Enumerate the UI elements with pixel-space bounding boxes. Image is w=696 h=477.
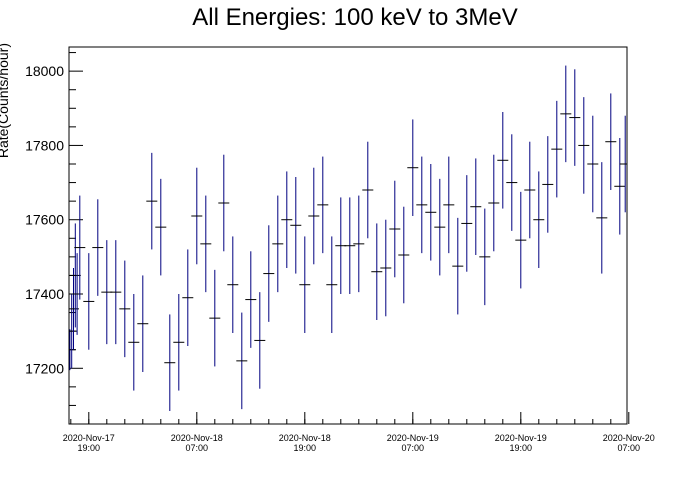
data-point bbox=[560, 65, 572, 163]
data-point bbox=[389, 180, 401, 278]
data-point bbox=[470, 158, 482, 255]
x-tick-time-label: 19:00 bbox=[78, 443, 101, 453]
data-point bbox=[173, 294, 185, 391]
data-point bbox=[290, 177, 302, 274]
data-point bbox=[371, 223, 383, 320]
data-point bbox=[92, 199, 104, 296]
x-tick-date-label: 2020-Nov-17 bbox=[63, 433, 115, 443]
data-point bbox=[155, 178, 167, 276]
data-point bbox=[614, 138, 626, 235]
data-point bbox=[506, 134, 518, 231]
x-tick-date-label: 2020-Nov-18 bbox=[171, 433, 223, 443]
data-point bbox=[245, 251, 257, 348]
x-tick-time-label: 07:00 bbox=[186, 443, 209, 453]
data-point bbox=[434, 178, 446, 276]
data-point bbox=[83, 253, 95, 350]
data-point bbox=[74, 195, 86, 300]
data-point bbox=[281, 171, 293, 268]
data-point bbox=[515, 191, 527, 289]
data-point bbox=[443, 156, 455, 254]
data-point bbox=[461, 175, 473, 272]
data-point bbox=[551, 100, 563, 198]
data-point bbox=[596, 162, 608, 274]
x-tick-date-label: 2020-Nov-18 bbox=[279, 433, 331, 443]
data-point bbox=[398, 206, 410, 304]
data-point bbox=[488, 154, 500, 252]
data-points bbox=[69, 65, 627, 411]
data-point bbox=[587, 115, 599, 213]
data-point bbox=[137, 275, 149, 372]
data-point bbox=[452, 217, 464, 315]
x-tick-date-label: 2020-Nov-20 bbox=[603, 433, 655, 443]
data-point bbox=[119, 260, 131, 358]
data-point bbox=[227, 236, 239, 333]
data-point bbox=[569, 69, 581, 166]
data-point bbox=[69, 223, 81, 328]
axis-ticks: 17200174001760017800180002020-Nov-1719:0… bbox=[25, 52, 655, 453]
data-point bbox=[200, 195, 212, 293]
data-point bbox=[71, 253, 83, 335]
y-tick-label: 17200 bbox=[25, 360, 64, 376]
y-tick-label: 17400 bbox=[25, 286, 64, 302]
x-tick-time-label: 19:00 bbox=[510, 443, 533, 453]
data-point bbox=[236, 312, 248, 410]
y-axis-label: Rate(Counts/hour) bbox=[0, 43, 11, 158]
data-point bbox=[344, 197, 356, 294]
data-point bbox=[542, 136, 554, 233]
chart-title: All Energies: 100 keV to 3MeV bbox=[192, 4, 518, 31]
data-point bbox=[317, 156, 329, 254]
data-point bbox=[218, 154, 230, 252]
x-tick-time-label: 07:00 bbox=[402, 443, 425, 453]
x-tick-time-label: 07:00 bbox=[618, 443, 641, 453]
data-point bbox=[362, 141, 374, 239]
data-point bbox=[164, 314, 176, 411]
data-point bbox=[299, 236, 311, 333]
data-point bbox=[497, 112, 509, 209]
data-point bbox=[326, 236, 338, 333]
data-point bbox=[272, 195, 284, 293]
data-point bbox=[524, 141, 536, 239]
data-point bbox=[209, 269, 221, 367]
y-tick-label: 18000 bbox=[25, 63, 64, 79]
data-point bbox=[416, 156, 428, 254]
data-point bbox=[263, 225, 275, 322]
data-point bbox=[353, 195, 365, 293]
data-point bbox=[407, 119, 419, 216]
data-point bbox=[380, 219, 392, 317]
y-tick-label: 17600 bbox=[25, 212, 64, 228]
data-point bbox=[182, 249, 194, 346]
y-tick-label: 17800 bbox=[25, 137, 64, 153]
data-point bbox=[110, 240, 122, 345]
data-point bbox=[605, 93, 617, 190]
data-point bbox=[425, 164, 437, 261]
x-tick-date-label: 2020-Nov-19 bbox=[495, 433, 547, 443]
data-point bbox=[619, 115, 627, 213]
data-point bbox=[533, 171, 545, 268]
data-point bbox=[308, 167, 320, 265]
data-point bbox=[146, 152, 158, 250]
x-tick-date-label: 2020-Nov-19 bbox=[387, 433, 439, 443]
data-point bbox=[578, 97, 590, 194]
data-point bbox=[191, 167, 203, 265]
data-point bbox=[479, 208, 491, 306]
plot-frame bbox=[68, 46, 628, 425]
x-tick-time-label: 19:00 bbox=[294, 443, 317, 453]
data-point bbox=[254, 292, 266, 389]
data-point bbox=[128, 294, 140, 391]
